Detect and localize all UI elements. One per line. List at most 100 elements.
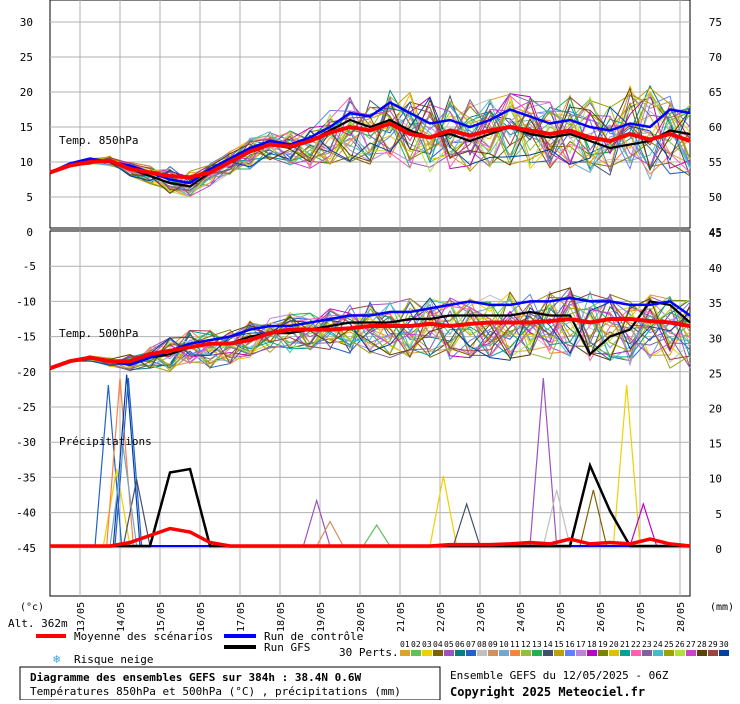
precip-member-peak [542,489,571,547]
pert-number: 11 [510,640,520,649]
x-date-label: 26/05 [596,602,607,632]
precip-label: Précipitations [59,435,152,448]
pert-swatch [664,650,674,656]
pert-number: 29 [708,640,718,649]
pert-number: 12 [521,640,531,649]
x-date-label: 19/05 [316,602,327,632]
chart-marks [49,84,691,548]
y-tick-label-500: -20 [16,366,36,379]
pert-number: 22 [631,640,641,649]
precip-member-peak [122,479,151,547]
x-date-label: 23/05 [476,602,487,632]
precip-member-peak [362,523,391,547]
pert-swatch [642,650,652,656]
pert-number: 03 [422,640,432,649]
y-tick-label-right-upper: 75 [709,16,722,29]
pert-swatch [543,650,553,656]
y-tick-label-500: -30 [16,436,36,449]
pert-number: 28 [697,640,707,649]
pert-number: 15 [554,640,564,649]
x-date-label: 27/05 [636,602,647,632]
y-tick-label-precip: 40 [709,262,722,275]
snowflake-icon: ❄ [53,652,60,666]
x-date-label: 14/05 [116,602,127,632]
y-tick-label-precip: 30 [709,332,722,345]
y-tick-label-850: 20 [20,86,33,99]
pert-swatch [598,650,608,656]
x-date-label: 22/05 [436,602,447,632]
precip-member-peak [579,489,608,547]
altitude-label: Alt. 362m [8,617,68,630]
pert-swatch [653,650,663,656]
precip-member-peak [429,475,458,547]
member-line-500 [49,286,691,369]
precip-member-peak [114,377,143,547]
member-line-500 [49,293,691,373]
x-date-label: 16/05 [196,602,207,632]
precip-member-peak [452,502,481,547]
y-tick-label-850: 25 [20,51,33,64]
y-tick-label-850: 5 [26,191,33,204]
pert-swatch [554,650,564,656]
precip-member-peak [612,384,641,547]
member-line-850 [49,94,691,190]
pert-swatch [532,650,542,656]
pert-swatch [675,650,685,656]
x-date-label: 18/05 [276,602,287,632]
footer-title: Diagramme des ensembles GEFS sur 384h : … [30,671,362,684]
member-line-500 [49,287,691,369]
pert-swatch [444,650,454,656]
x-date-label: 21/05 [396,602,407,632]
pert-number: 14 [543,640,553,649]
y-tick-label-500: -15 [16,331,36,344]
t850-label: Temp. 850hPa [59,134,138,147]
y-tick-label-500: -45 [16,542,36,555]
member-line-500 [49,297,691,369]
x-date-label: 24/05 [516,602,527,632]
x-date-label: 20/05 [356,602,367,632]
unit-mm-label: (mm) [710,602,734,613]
pert-swatch [455,650,465,656]
gfs-run-line [49,118,691,188]
pert-swatch [697,650,707,656]
y-tick-label-right-upper: 70 [709,51,722,64]
y-tick-label-precip: 20 [709,403,722,416]
y-tick-label-850: 15 [20,121,33,134]
y-tick-label-850: 10 [20,156,33,169]
legend-control-label: Run de contrôle [264,630,363,643]
unit-celsius-label: (°c) [20,602,44,613]
pert-swatch [422,650,432,656]
legend-snow-label: Risque neige [74,653,153,666]
pert-swatch [565,650,575,656]
x-date-label: 13/05 [76,602,87,632]
pert-swatch [620,650,630,656]
y-tick-label-right-upper: 65 [709,86,722,99]
pert-number: 19 [598,640,608,649]
pert-number: 04 [433,640,443,649]
control-run-line [49,296,691,370]
x-date-label: 25/05 [556,602,567,632]
pert-swatch [609,650,619,656]
legend-gfs-label: Run GFS [264,641,310,654]
lower-panel-frame [49,230,691,597]
footer-run-info: Ensemble GEFS du 12/05/2025 - 06Z [450,669,669,682]
y-tick-label-500: -40 [16,507,36,520]
y-tick-label-850: 0 [26,226,33,239]
pert-swatch [477,650,487,656]
pert-number: 01 [400,640,410,649]
pert-number: 18 [587,640,597,649]
pert-number: 25 [664,640,674,649]
y-tick-label-precip: 35 [709,297,722,310]
footer-title-box [19,666,441,701]
x-date-label: 17/05 [236,602,247,632]
pert-swatch [686,650,696,656]
pert-swatch [719,650,729,656]
y-tick-label-precip: 0 [715,543,722,556]
y-tick-label-850: 30 [20,16,33,29]
pert-swatch [488,650,498,656]
y-tick-label-precip: 15 [709,438,722,451]
x-date-label: 15/05 [156,602,167,632]
pert-number: 09 [488,640,498,649]
x-date-label: 28/05 [676,602,687,632]
t500-label: Temp. 500hPa [59,327,138,340]
